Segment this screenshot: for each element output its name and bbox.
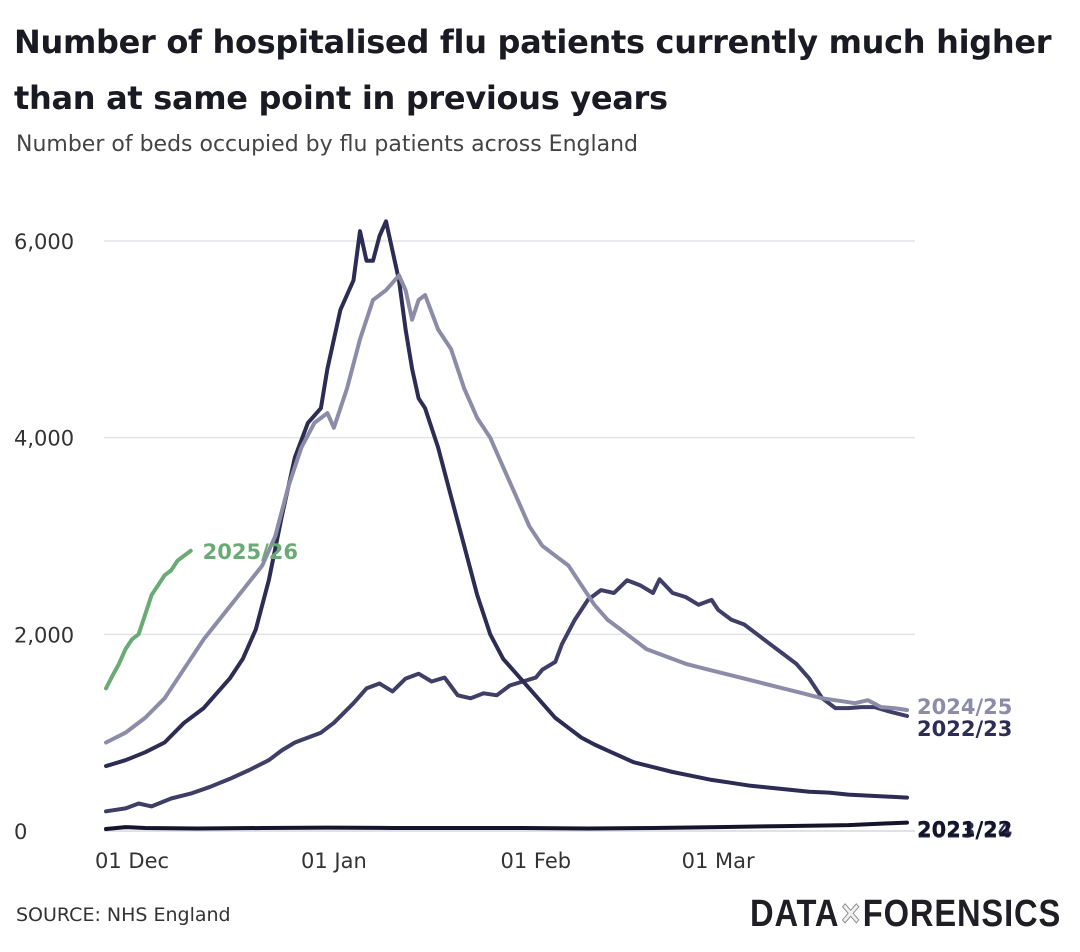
chart-title: Number of hospitalised flu patients curr… <box>14 23 1052 117</box>
x-tick-label-2: 01 Feb <box>501 849 572 873</box>
series-line-2023-24 <box>104 219 909 800</box>
series-line-2025-26 <box>104 548 193 691</box>
line-chart: 0 2,000 4,000 6,000 01 Dec 01 Jan 01 Feb 01 Mar… <box>14 219 1012 873</box>
y-tick-label-2000: 2,000 <box>14 623 74 647</box>
logo-word-data: DATA <box>750 893 840 935</box>
y-tick-label-4000: 4,000 <box>14 427 74 451</box>
logo-separator: × <box>841 893 862 936</box>
x-tick-label-1: 01 Jan <box>301 849 367 873</box>
logo-word-forensics: FORENSICS <box>862 893 1062 935</box>
series-end-label-2022-23: 2022/23 <box>917 717 1012 741</box>
y-tick-label-0: 0 <box>14 820 27 844</box>
series-end-label-2025-26: 2025/26 <box>203 540 298 564</box>
series-end-label-2023-24: 2023/24 <box>917 819 1012 843</box>
y-tick-label-6000: 6,000 <box>14 230 74 254</box>
source-note: SOURCE: NHS England <box>16 904 231 926</box>
series-line-2022-23 <box>104 577 909 814</box>
x-tick-label-0: 01 Dec <box>95 849 169 873</box>
series-line-2024-25 <box>104 273 909 745</box>
series-end-label-2024-25: 2024/25 <box>917 695 1012 719</box>
series-line-2021-22 <box>104 820 909 831</box>
data-forensics-logo: DATA×FORENSICS <box>750 893 1061 936</box>
x-tick-label-3: 01 Mar <box>682 849 755 873</box>
chart-subtitle: Number of beds occupied by flu patients … <box>16 132 638 157</box>
series-end-label-2021-22: 2021/22 <box>917 818 1012 842</box>
